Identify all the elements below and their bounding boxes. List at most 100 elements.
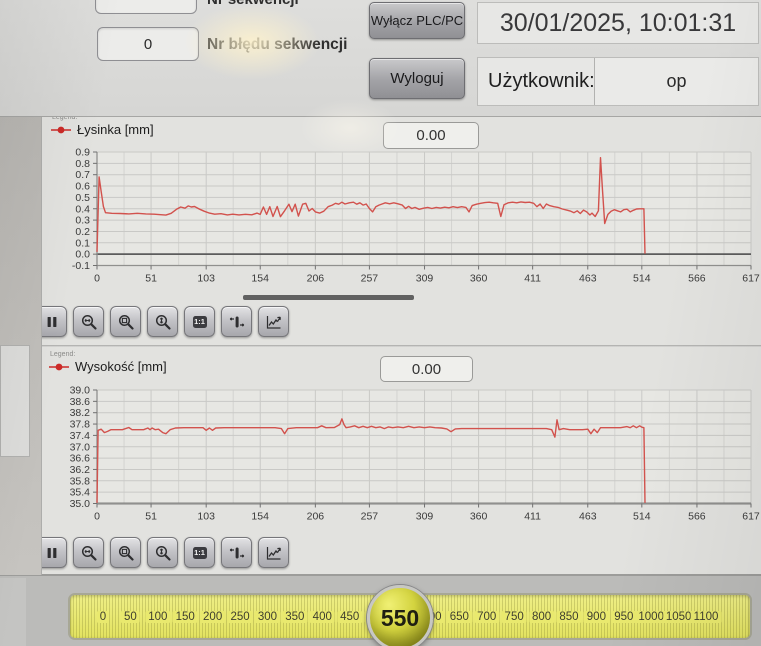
svg-text:0.4: 0.4: [75, 203, 90, 215]
slider-scale-label: 400: [309, 610, 335, 623]
svg-text:103: 103: [197, 273, 215, 285]
position-slider-section: 0501001502002503003504004505005506006507…: [0, 575, 761, 646]
svg-text:51: 51: [145, 273, 157, 285]
slider-scale-label: 650: [446, 610, 472, 623]
one-to-one-button[interactable]: 1:1: [184, 306, 215, 337]
slider-scale-label: 100: [145, 610, 171, 623]
svg-text:0.9: 0.9: [75, 147, 90, 159]
legend-row-lysinka: Łysinka [mm]: [50, 122, 154, 137]
svg-text:37.4: 37.4: [70, 430, 91, 442]
zoom-area-icon: [118, 314, 134, 330]
svg-text:0.2: 0.2: [75, 226, 90, 238]
trend-section-lysinka: Legend: Łysinka [mm] 0.00 0.9 0.8 0.7 0.6 0.…: [36, 114, 761, 346]
svg-text:0.5: 0.5: [75, 192, 90, 204]
sequence-number-field[interactable]: [95, 0, 197, 14]
svg-text:39.0: 39.0: [70, 385, 91, 397]
svg-text:38.2: 38.2: [70, 407, 91, 419]
trend-toolbar-2: 1:1: [36, 537, 289, 568]
zoom-area-button[interactable]: [110, 537, 141, 568]
svg-text:566: 566: [688, 511, 706, 523]
svg-text:35.4: 35.4: [70, 487, 91, 499]
zoom-horizontal-button[interactable]: [73, 306, 104, 337]
svg-text:38.6: 38.6: [70, 396, 91, 408]
svg-text:463: 463: [579, 511, 597, 523]
datetime-display: 30/01/2025, 10:01:31: [477, 2, 759, 44]
svg-text:257: 257: [361, 273, 379, 285]
svg-text:35.0: 35.0: [70, 498, 91, 510]
left-edge-bottom-sliver: [0, 578, 26, 646]
svg-text:360: 360: [470, 511, 488, 523]
move-trend-button[interactable]: [221, 537, 252, 568]
current-value-lysinka: 0.00: [383, 122, 479, 149]
zoom-horizontal-icon: [81, 314, 97, 330]
svg-text:617: 617: [742, 273, 760, 285]
slider-knob[interactable]: 550: [367, 585, 433, 646]
zoom-vertical-icon: [155, 314, 171, 330]
pause-icon: [47, 316, 56, 327]
zoom-vertical-button[interactable]: [147, 537, 178, 568]
trend-scrollbar[interactable]: [243, 295, 414, 300]
svg-text:309: 309: [416, 511, 434, 523]
restore-view-icon: [266, 315, 281, 329]
zoom-area-icon: [118, 545, 134, 561]
slider-scale-label: 1100: [690, 610, 722, 623]
restore-view-button[interactable]: [258, 306, 289, 337]
slider-scale-label: 300: [254, 610, 281, 623]
user-value-field[interactable]: op: [594, 58, 758, 105]
trend-plot-lysinka[interactable]: 0.9 0.8 0.7 0.6 0.5 0.4 0.3 0.2 0.1 0.0 -0.1 0 51 103…: [50, 146, 761, 296]
logout-button[interactable]: Wyloguj: [369, 58, 465, 99]
sequence-error-label: Nr błędu sekwencji: [207, 36, 348, 53]
move-trend-button[interactable]: [221, 306, 252, 337]
user-label: Użytkownik:: [488, 70, 595, 92]
one-to-one-icon: 1:1: [192, 315, 207, 328]
svg-text:51: 51: [145, 511, 157, 523]
legend-marker-icon: [51, 126, 71, 133]
svg-text:206: 206: [307, 273, 325, 285]
slider-scale-label: 900: [583, 610, 609, 623]
zoom-vertical-icon: [155, 545, 171, 561]
svg-text:0: 0: [94, 273, 100, 285]
svg-text:154: 154: [251, 273, 269, 285]
slider-scale-label: 350: [282, 610, 308, 623]
zoom-horizontal-button[interactable]: [73, 537, 104, 568]
legend-row-wysokosc: Wysokość [mm]: [48, 359, 167, 374]
restore-view-button[interactable]: [258, 537, 289, 568]
svg-text:514: 514: [633, 273, 651, 285]
svg-text:309: 309: [416, 273, 434, 285]
trend-toolbar-1: 1:1: [36, 306, 289, 337]
svg-text:0.1: 0.1: [75, 237, 90, 249]
plc-off-button[interactable]: Wyłącz PLC/PC: [369, 2, 465, 39]
zoom-area-button[interactable]: [110, 306, 141, 337]
svg-text:617: 617: [742, 511, 760, 523]
svg-text:411: 411: [524, 273, 541, 285]
svg-text:360: 360: [470, 273, 488, 285]
restore-view-icon: [266, 546, 281, 560]
current-value-wysokosc: 0.00: [380, 356, 473, 382]
svg-text:35.8: 35.8: [70, 475, 91, 487]
svg-text:0.3: 0.3: [75, 215, 90, 227]
svg-text:463: 463: [579, 273, 597, 285]
svg-text:0.8: 0.8: [75, 158, 90, 170]
header-panel: Nr sekwencji 0 Nr błędu sekwencji Wyłącz…: [0, 0, 761, 117]
svg-text:0: 0: [94, 511, 100, 523]
slider-scale-label: 50: [121, 610, 140, 623]
svg-text:206: 206: [307, 511, 325, 523]
slider-scale-label: 750: [501, 610, 527, 623]
svg-text:411: 411: [524, 511, 541, 523]
svg-text:0.6: 0.6: [75, 181, 90, 193]
slider-scale-label: 950: [611, 610, 637, 623]
series-label-wysokosc: Wysokość [mm]: [75, 359, 167, 374]
zoom-vertical-button[interactable]: [147, 306, 178, 337]
svg-text:154: 154: [251, 511, 269, 523]
legend-marker-icon: [49, 363, 69, 370]
series-label-lysinka: Łysinka [mm]: [77, 122, 154, 137]
slider-scale-label: 800: [528, 610, 555, 623]
sequence-error-field[interactable]: 0: [97, 27, 199, 61]
one-to-one-button[interactable]: 1:1: [184, 537, 215, 568]
svg-text:103: 103: [197, 511, 215, 523]
legend-heading-2: Legend:: [50, 351, 76, 358]
trend-plot-wysokosc[interactable]: 39.0 38.6 38.2 37.8 37.4 37.0 36.6 36.2 35.8 35.4…: [50, 384, 761, 534]
slider-scale-label: 450: [337, 610, 363, 623]
move-trend-icon: [229, 316, 244, 327]
sequence-number-label: Nr sekwencji: [207, 0, 299, 8]
